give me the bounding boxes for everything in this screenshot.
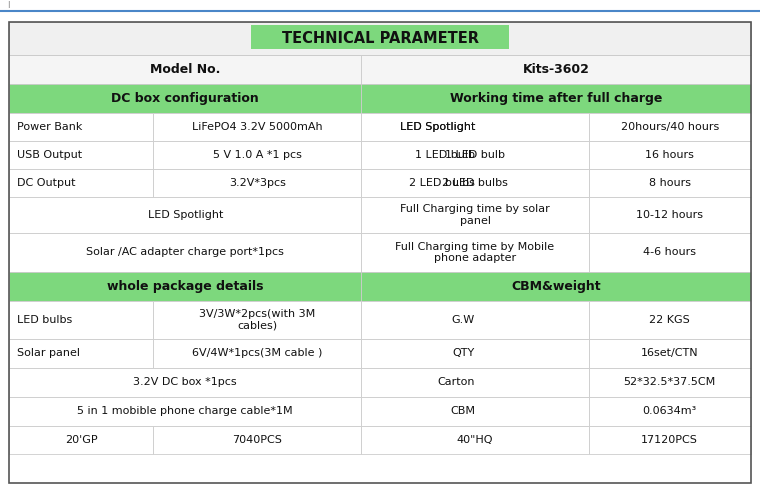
Bar — [362, 301, 588, 339]
Text: 10-12 hours: 10-12 hours — [636, 210, 703, 220]
Text: 17120PCS: 17120PCS — [641, 435, 698, 445]
Bar — [9, 113, 153, 141]
Bar — [153, 339, 362, 368]
Text: 3.2V DC box *1pcs: 3.2V DC box *1pcs — [134, 377, 237, 388]
Text: Kits-3602: Kits-3602 — [523, 63, 590, 76]
Bar — [362, 169, 588, 197]
Text: CBM: CBM — [450, 406, 475, 416]
Bar — [9, 169, 153, 197]
Bar — [362, 55, 751, 84]
Bar — [362, 141, 588, 169]
Bar — [9, 396, 362, 426]
Text: Solar panel: Solar panel — [17, 348, 80, 359]
Bar — [362, 396, 588, 426]
Bar — [362, 141, 588, 169]
Text: 22 KGS: 22 KGS — [649, 315, 690, 325]
Bar — [9, 368, 362, 396]
Bar — [588, 113, 751, 141]
Text: QTY: QTY — [453, 348, 475, 359]
Bar — [251, 25, 509, 49]
Text: Full Charging time by Mobile
phone adapter: Full Charging time by Mobile phone adapt… — [395, 242, 555, 263]
Bar — [362, 426, 588, 454]
Text: USB Output: USB Output — [17, 150, 82, 160]
Bar — [362, 197, 588, 233]
Text: G.W: G.W — [451, 315, 475, 325]
Bar — [588, 339, 751, 368]
Bar — [9, 55, 362, 84]
Bar — [362, 233, 588, 272]
Bar — [9, 233, 362, 272]
Bar — [9, 339, 153, 368]
Bar — [588, 169, 751, 197]
Text: LED Spotlight: LED Spotlight — [147, 210, 223, 220]
Text: 7040PCS: 7040PCS — [233, 435, 282, 445]
Text: 2 LED bulbs: 2 LED bulbs — [409, 178, 475, 188]
Text: CBM&weight: CBM&weight — [511, 280, 601, 293]
Bar — [153, 426, 362, 454]
Bar — [9, 197, 362, 233]
Bar — [153, 301, 362, 339]
Text: Power Bank: Power Bank — [17, 122, 82, 132]
Bar — [9, 301, 153, 339]
Bar — [588, 368, 751, 396]
Bar — [588, 426, 751, 454]
Text: Solar /AC adapter charge port*1pcs: Solar /AC adapter charge port*1pcs — [87, 247, 284, 257]
Text: LED bulbs: LED bulbs — [17, 315, 72, 325]
Bar — [9, 22, 751, 55]
Text: Working time after full charge: Working time after full charge — [450, 92, 663, 105]
Text: TECHNICAL PARAMETER: TECHNICAL PARAMETER — [281, 31, 479, 46]
Bar — [362, 113, 588, 141]
Bar — [9, 272, 362, 301]
Bar — [9, 84, 362, 113]
Text: LiFePO4 3.2V 5000mAh: LiFePO4 3.2V 5000mAh — [192, 122, 322, 132]
Bar — [588, 396, 751, 426]
Bar — [362, 272, 751, 301]
Text: 8 hours: 8 hours — [649, 178, 691, 188]
Bar — [9, 426, 153, 454]
Text: 20'GP: 20'GP — [65, 435, 97, 445]
Bar — [362, 339, 588, 368]
Bar — [588, 233, 751, 272]
Text: 16set/CTN: 16set/CTN — [641, 348, 698, 359]
Text: 4-6 hours: 4-6 hours — [643, 247, 696, 257]
Bar — [588, 141, 751, 169]
Bar — [588, 197, 751, 233]
Bar — [9, 22, 751, 55]
Bar — [588, 301, 751, 339]
Text: 1 LED bulb: 1 LED bulb — [415, 150, 475, 160]
Text: 5 V 1.0 A *1 pcs: 5 V 1.0 A *1 pcs — [213, 150, 302, 160]
Text: 3V/3W*2pcs(with 3M
cables): 3V/3W*2pcs(with 3M cables) — [199, 309, 315, 331]
Text: Full Charging time by solar
panel: Full Charging time by solar panel — [401, 204, 550, 226]
Bar — [153, 169, 362, 197]
Text: 1 LED bulb: 1 LED bulb — [445, 150, 505, 160]
Bar — [362, 84, 751, 113]
Text: 5 in 1 mobible phone charge cable*1M: 5 in 1 mobible phone charge cable*1M — [78, 406, 293, 416]
Text: LED Spotlight: LED Spotlight — [400, 122, 475, 132]
Text: 20hours/40 hours: 20hours/40 hours — [621, 122, 719, 132]
Text: 40"HQ: 40"HQ — [457, 435, 493, 445]
Text: Model No.: Model No. — [150, 63, 220, 76]
Bar — [362, 113, 588, 141]
Text: I: I — [8, 1, 10, 10]
Text: DC box configuration: DC box configuration — [112, 92, 259, 105]
Text: 0.0634m³: 0.0634m³ — [643, 406, 697, 416]
Text: Carton: Carton — [438, 377, 475, 388]
Text: DC Output: DC Output — [17, 178, 75, 188]
Bar — [153, 113, 362, 141]
Text: whole package details: whole package details — [107, 280, 264, 293]
Bar — [362, 169, 588, 197]
Bar — [153, 141, 362, 169]
Bar — [362, 368, 588, 396]
Bar — [9, 141, 153, 169]
Text: 52*32.5*37.5CM: 52*32.5*37.5CM — [624, 377, 716, 388]
Text: 6V/4W*1pcs(3M cable ): 6V/4W*1pcs(3M cable ) — [192, 348, 322, 359]
Text: 16 hours: 16 hours — [645, 150, 694, 160]
Text: LED Spotlight: LED Spotlight — [400, 122, 475, 132]
Text: 2 LED bulbs: 2 LED bulbs — [442, 178, 508, 188]
Text: 3.2V*3pcs: 3.2V*3pcs — [229, 178, 286, 188]
